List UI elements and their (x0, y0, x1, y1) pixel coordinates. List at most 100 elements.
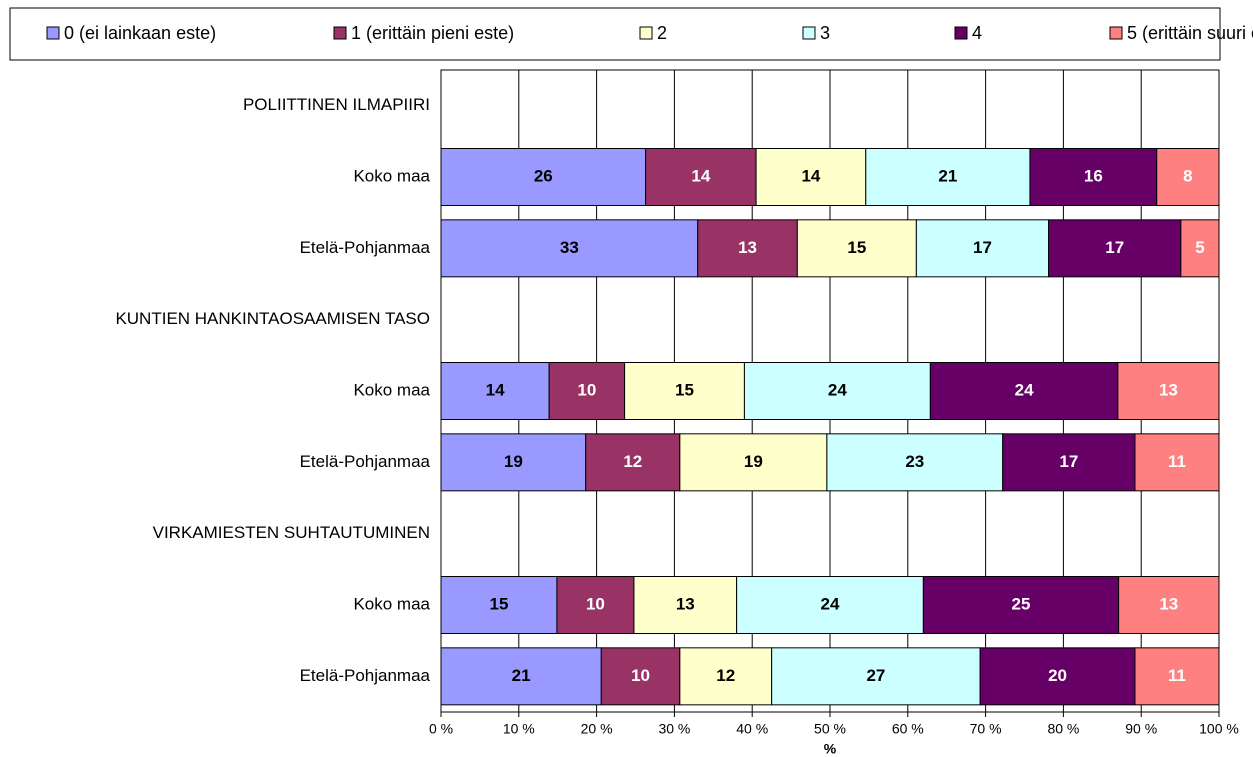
x-tick-label: 70 % (970, 721, 1002, 737)
value-label: 14 (486, 380, 505, 399)
y-tick-label: Etelä-Pohjanmaa (300, 452, 431, 471)
value-label: 14 (801, 166, 820, 185)
value-label: 13 (738, 238, 757, 257)
value-label: 19 (744, 452, 763, 471)
y-tick-label: Etelä-Pohjanmaa (300, 238, 431, 257)
value-label: 24 (1015, 380, 1034, 399)
x-tick-label: 40 % (736, 721, 768, 737)
y-tick-label: Koko maa (353, 380, 430, 399)
legend-box (9, 7, 1221, 61)
bar-segment (1118, 576, 1220, 634)
value-label: 13 (1159, 594, 1178, 613)
value-label: 33 (560, 238, 579, 257)
value-label: 26 (534, 166, 553, 185)
legend-label: 5 (erittäin suuri este) (1127, 23, 1253, 43)
bar-segment (556, 576, 635, 634)
bar-segment (1180, 219, 1220, 278)
value-label: 23 (905, 452, 924, 471)
legend-label: 0 (ei lainkaan este) (64, 23, 216, 43)
x-tick-label: 60 % (892, 721, 924, 737)
value-label: 13 (676, 594, 695, 613)
bar-segment (645, 148, 757, 206)
bar-segment (826, 433, 1004, 492)
bar-segment (865, 148, 1031, 206)
value-label: 11 (1168, 666, 1186, 685)
value-label: 24 (821, 594, 840, 613)
legend-swatch (639, 26, 653, 40)
bar-segment (440, 148, 647, 206)
bar-segment (440, 219, 699, 278)
x-tick-label: 80 % (1047, 721, 1079, 737)
bar-segment (600, 647, 681, 706)
bar-segment (1117, 362, 1220, 420)
x-tick-label: 30 % (658, 721, 690, 737)
bar-segment (1002, 433, 1136, 492)
bar-segment (755, 148, 867, 206)
bar-segment (440, 433, 587, 492)
bar-segment (679, 647, 773, 706)
legend-label: 2 (657, 23, 667, 43)
value-label: 10 (586, 594, 605, 613)
x-tick-label: 0 % (429, 721, 453, 737)
value-label: 17 (1059, 452, 1078, 471)
legend-swatch (954, 26, 968, 40)
value-label: 20 (1048, 666, 1067, 685)
x-axis-label: % (824, 741, 837, 757)
bar-segment (743, 362, 931, 420)
bar-segment (979, 647, 1136, 706)
bar-segment (736, 576, 924, 634)
value-label: 21 (938, 166, 957, 185)
x-tick-label: 90 % (1125, 721, 1157, 737)
bar-segment (1156, 148, 1220, 206)
value-label: 10 (631, 666, 650, 685)
value-label: 17 (1105, 238, 1124, 257)
value-label: 15 (847, 238, 866, 257)
value-label: 24 (828, 380, 847, 399)
y-tick-label: Koko maa (353, 166, 430, 185)
y-tick-label: POLIITTINEN ILMAPIIRI (243, 95, 430, 114)
y-tick-label: VIRKAMIESTEN SUHTAUTUMINEN (153, 523, 430, 542)
value-label: 25 (1012, 594, 1031, 613)
x-tick-label: 50 % (814, 721, 846, 737)
legend-swatch (802, 26, 816, 40)
bar-segment (1134, 647, 1220, 706)
x-tick-label: 100 % (1199, 721, 1239, 737)
value-label: 16 (1084, 166, 1103, 185)
bar-segment (440, 647, 602, 706)
value-label: 8 (1183, 166, 1192, 185)
x-tick-label: 20 % (581, 721, 613, 737)
bar-segment (633, 576, 738, 634)
value-label: 15 (490, 594, 509, 613)
bar-segment (1134, 433, 1220, 492)
bar-segment (796, 219, 917, 278)
value-label: 14 (691, 166, 710, 185)
y-tick-label: Koko maa (353, 594, 430, 613)
value-label: 12 (716, 666, 735, 685)
bar-segment (440, 576, 558, 634)
value-label: 19 (504, 452, 523, 471)
legend-swatch (46, 26, 60, 40)
y-tick-label: KUNTIEN HANKINTAOSAAMISEN TASO (115, 309, 430, 328)
legend-swatch (333, 26, 347, 40)
bar-segment (922, 576, 1120, 634)
bar-segment (1029, 148, 1158, 206)
value-label: 12 (623, 452, 642, 471)
bar-segment (440, 362, 550, 420)
x-tick-label: 10 % (503, 721, 535, 737)
value-label: 11 (1168, 452, 1186, 471)
value-label: 10 (577, 380, 596, 399)
value-label: 13 (1159, 380, 1178, 399)
value-label: 21 (512, 666, 531, 685)
value-label: 27 (866, 666, 885, 685)
legend-label: 4 (972, 23, 982, 43)
legend-label: 3 (820, 23, 830, 43)
legend-label: 1 (erittäin pieni este) (351, 23, 514, 43)
y-tick-label: Etelä-Pohjanmaa (300, 666, 431, 685)
legend-swatch (1109, 26, 1123, 40)
bar-segment (679, 433, 828, 492)
bar-segment (697, 219, 798, 278)
value-label: 17 (973, 238, 992, 257)
value-label: 5 (1195, 238, 1204, 257)
value-label: 15 (675, 380, 694, 399)
